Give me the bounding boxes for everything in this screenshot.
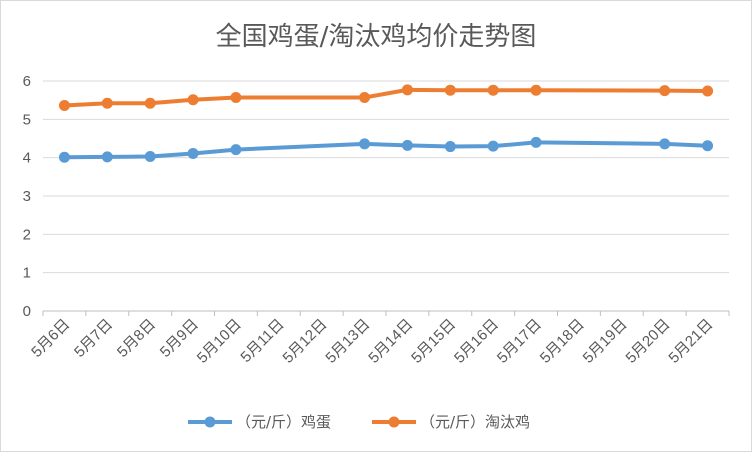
data-point <box>230 144 242 156</box>
y-tick-label: 6 <box>23 73 31 90</box>
x-axis: 5月6日5月7日5月8日5月9日5月10日5月11日5月12日5月13日5月14… <box>28 311 730 367</box>
data-point <box>487 84 499 96</box>
y-tick-label: 1 <box>23 265 31 282</box>
data-point <box>359 138 371 150</box>
legend-item: （元/斤）淘汰鸡 <box>372 413 530 431</box>
data-point <box>401 84 413 96</box>
data-point <box>444 84 456 96</box>
data-point <box>144 151 156 163</box>
legend-label: （元/斤）淘汰鸡 <box>420 413 530 431</box>
data-point <box>187 147 199 159</box>
y-tick-label: 5 <box>23 111 31 128</box>
x-tick-label: 5月17日 <box>494 316 545 367</box>
legend-label: （元/斤）鸡蛋 <box>236 413 331 431</box>
x-tick-label: 5月20日 <box>623 316 674 367</box>
data-point <box>101 151 113 163</box>
x-tick-label: 5月16日 <box>451 316 502 367</box>
x-tick-label: 5月15日 <box>408 316 459 367</box>
x-tick-label: 5月8日 <box>114 316 159 361</box>
series-2 <box>58 84 714 112</box>
grid-lines <box>43 80 729 312</box>
y-tick-label: 4 <box>23 150 31 167</box>
data-point <box>101 97 113 109</box>
legend-item: （元/斤）鸡蛋 <box>188 413 331 431</box>
series-layer <box>58 84 714 163</box>
x-tick-label: 5月6日 <box>28 316 73 361</box>
data-point <box>144 97 156 109</box>
data-point <box>58 151 70 163</box>
data-point <box>530 136 542 148</box>
x-tick-label: 5月10日 <box>194 316 245 367</box>
x-tick-label: 5月12日 <box>280 316 331 367</box>
y-axis-ticks: 0 1 2 3 4 5 6 <box>23 73 31 320</box>
x-tick-label: 5月18日 <box>537 316 588 367</box>
y-tick-label: 2 <box>23 226 31 243</box>
y-tick-label: 3 <box>23 188 31 205</box>
legend-swatch-marker <box>204 416 216 428</box>
data-point <box>702 140 714 152</box>
data-point <box>187 94 199 106</box>
series-line <box>62 87 710 108</box>
x-tick-label: 5月11日 <box>237 316 287 366</box>
y-tick-label: 0 <box>23 303 31 320</box>
x-tick-label: 5月14日 <box>365 316 416 367</box>
data-point <box>359 91 371 103</box>
legend-swatch-marker <box>388 416 400 428</box>
x-tick-label: 5月13日 <box>322 316 373 367</box>
data-point <box>530 84 542 96</box>
x-tick-label: 5月19日 <box>580 316 631 367</box>
chart-title: 全国鸡蛋/淘汰鸡均价走势图 <box>216 22 537 52</box>
data-point <box>58 100 70 112</box>
legend: （元/斤）鸡蛋 （元/斤）淘汰鸡 <box>188 413 530 431</box>
data-point <box>659 138 671 150</box>
data-point <box>487 140 499 152</box>
data-point <box>230 91 242 103</box>
series-1 <box>58 136 714 163</box>
x-tick-label: 5月7日 <box>71 316 116 361</box>
data-point <box>401 139 413 151</box>
data-point <box>444 141 456 153</box>
x-tick-label: 5月21日 <box>665 316 716 367</box>
data-point <box>659 85 671 97</box>
data-point <box>702 85 714 97</box>
series-line <box>62 140 710 160</box>
